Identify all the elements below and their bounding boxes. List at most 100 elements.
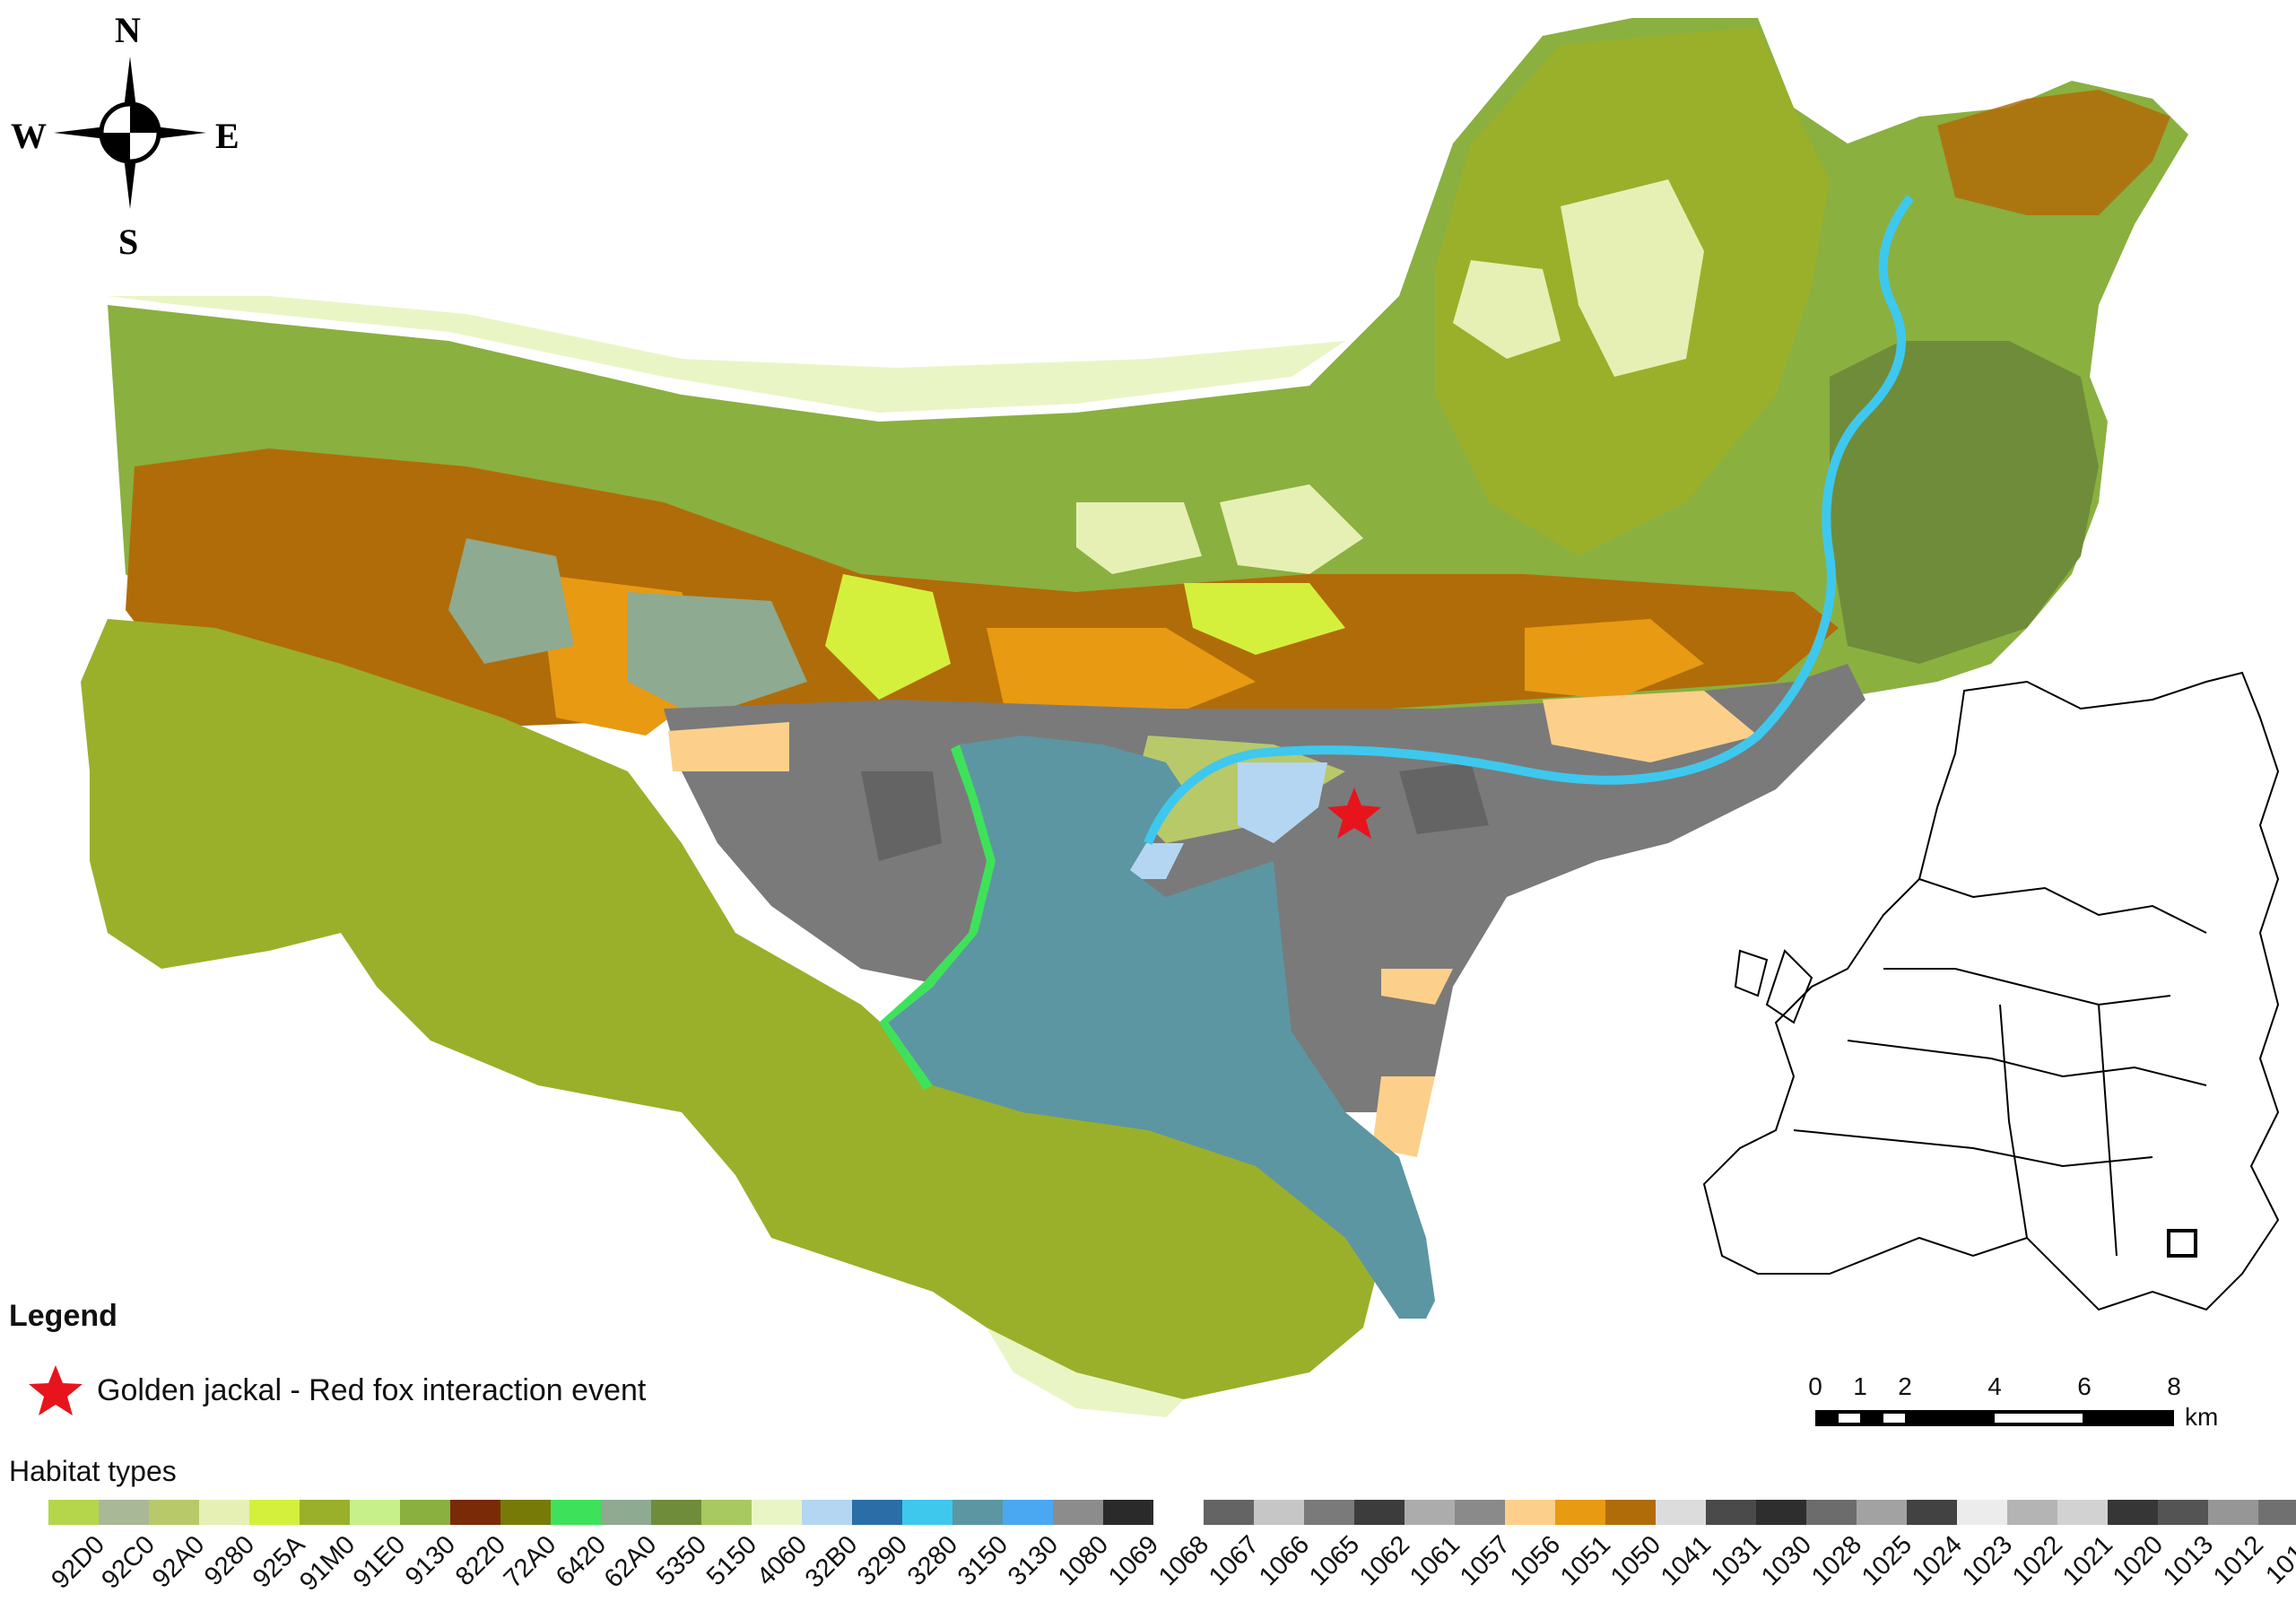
habitat-swatch-92a0 [149, 1500, 199, 1525]
habitat-code-cell: 1020 [2108, 1525, 2169, 1606]
habitat-swatch-strip [48, 1500, 2296, 1525]
lake-shore-green [879, 745, 996, 1090]
habitat-code-cell: 1012 [2208, 1525, 2269, 1606]
habitat-swatch-5350 [651, 1500, 701, 1525]
habitat-code-cell: 92C0 [96, 1525, 161, 1606]
foothill-orange-2 [987, 628, 1256, 718]
habitat-swatch-1061 [1405, 1500, 1455, 1525]
habitat-swatch-1031 [1706, 1500, 1756, 1525]
habitat-code-cell: 1025 [1857, 1525, 1918, 1606]
plain-tan-patch [668, 722, 789, 771]
habitat-code-cell: 3130 [1003, 1525, 1064, 1606]
habitat-code-cell: 1013 [2158, 1525, 2219, 1606]
habitat-swatch-1023 [1957, 1500, 2007, 1525]
southwest-forest [81, 619, 1381, 1399]
habitat-code-cell: 9280 [199, 1525, 260, 1606]
habitat-swatch-1050 [1605, 1500, 1656, 1525]
foothill-lime [825, 574, 951, 700]
habitat-code-cell: 8220 [450, 1525, 511, 1606]
habitat-code-cell: 925A [248, 1525, 311, 1606]
meadow-patch-3 [1220, 484, 1363, 574]
lake-3150 [888, 736, 1435, 1319]
habitat-code-cell: 1023 [1957, 1525, 2018, 1606]
habitat-code-cell: 5150 [701, 1525, 762, 1606]
plain-dark-patch [861, 771, 942, 861]
habitat-swatch-1066 [1254, 1500, 1304, 1525]
river-3280 [1144, 195, 1915, 845]
habitat-types-title: Habitat types [9, 1455, 177, 1487]
habitat-swatch-62a0 [601, 1500, 651, 1525]
habitat-code-cell: 1067 [1204, 1525, 1265, 1606]
habitat-code-cell: 1068 [1153, 1525, 1214, 1606]
habitat-code-cell: 1041 [1656, 1525, 1717, 1606]
habitat-code-cell: 5350 [651, 1525, 712, 1606]
star-icon [29, 1365, 83, 1415]
meadow-patch-2 [1453, 260, 1561, 359]
habitat-swatch-5150 [701, 1500, 752, 1525]
habitat-swatch-8220 [450, 1500, 500, 1525]
habitat-code-cell: 1062 [1354, 1525, 1415, 1606]
habitat-swatch-1024 [1907, 1500, 1957, 1525]
habitat-code-cell: 1051 [1555, 1525, 1616, 1606]
habitat-code-cell: 1061 [1405, 1525, 1465, 1606]
habitat-code-cell: 4060 [752, 1525, 813, 1606]
habitat-swatch-3280 [902, 1500, 952, 1525]
habitat-code-cell: 1065 [1304, 1525, 1365, 1606]
foothill-green-patches-2 [628, 592, 807, 718]
habitat-code-cell: 92A0 [147, 1525, 211, 1606]
habitat-swatch-1028 [1806, 1500, 1857, 1525]
habitat-swatch-1057 [1455, 1500, 1505, 1525]
habitat-swatch-1020 [2108, 1500, 2158, 1525]
scale-tick-label: 4 [1987, 1372, 2002, 1400]
habitat-swatch-1025 [1857, 1500, 1907, 1525]
habitat-swatch-1051 [1555, 1500, 1605, 1525]
habitat-swatch-1069 [1103, 1500, 1153, 1525]
habitat-swatch-1012 [2208, 1500, 2258, 1525]
habitat-code-cell: 1030 [1756, 1525, 1817, 1606]
habitat-swatch-9130 [400, 1500, 450, 1525]
habitat-swatch-92c0 [99, 1500, 149, 1525]
habitat-code-cell: 6420 [551, 1525, 612, 1606]
legend-marker-label: Golden jackal - Red fox interaction even… [97, 1372, 647, 1407]
habitat-swatch-3290 [852, 1500, 902, 1525]
foothill-lime-2 [1184, 583, 1345, 655]
habitat-swatch-3130 [1003, 1500, 1053, 1525]
habitat-code-cell: 1069 [1103, 1525, 1164, 1606]
compass-rose-icon [54, 57, 206, 209]
habitat-code-cell: 9130 [400, 1525, 461, 1606]
habitat-code-cell: 1031 [1706, 1525, 1767, 1606]
habitat-swatch-4060 [752, 1500, 802, 1525]
meadow-patch-4 [1076, 502, 1202, 574]
habitat-swatch-6420 [551, 1500, 601, 1525]
northern-edge-grassland [108, 296, 1345, 413]
compass-east-label: E [215, 116, 239, 156]
habitat-code-cell: 32B0 [800, 1525, 864, 1606]
scale-bar-labels: 0 1 2 4 6 8 [1794, 1372, 2206, 1408]
habitat-swatch-925a [249, 1500, 300, 1525]
habitat-code-cell: 3280 [902, 1525, 963, 1606]
habitat-code-cell: 1024 [1907, 1525, 1968, 1606]
habitat-swatch-1068 [1153, 1500, 1204, 1525]
habitat-code-cell: 1080 [1053, 1525, 1114, 1606]
habitat-swatch-72a0 [500, 1500, 551, 1525]
habitat-code-cell: 1028 [1806, 1525, 1867, 1606]
habitat-swatch-1067 [1204, 1500, 1254, 1525]
habitat-swatch-1022 [2007, 1500, 2057, 1525]
habitat-swatch-91e0 [350, 1500, 400, 1525]
habitat-swatch-1013 [2158, 1500, 2208, 1525]
scale-tick-label: 6 [2077, 1372, 2092, 1400]
habitat-swatch-3150 [952, 1500, 1003, 1525]
habitat-code-cell: 91M0 [295, 1525, 361, 1606]
habitat-code-cell: 62A0 [599, 1525, 663, 1606]
scale-tick-label: 0 [1808, 1372, 1822, 1400]
habitat-code-cell: 92D0 [46, 1525, 110, 1606]
foothill-green-patches [448, 538, 574, 664]
interaction-event-star [1327, 788, 1381, 839]
habitat-swatch-91m0 [300, 1500, 350, 1525]
scale-tick-label: 2 [1898, 1372, 1912, 1400]
compass-west-label: W [11, 116, 47, 156]
habitat-swatch-92d0 [48, 1500, 99, 1525]
habitat-swatch-1011 [2258, 1500, 2296, 1525]
scale-bar [1815, 1410, 2174, 1426]
